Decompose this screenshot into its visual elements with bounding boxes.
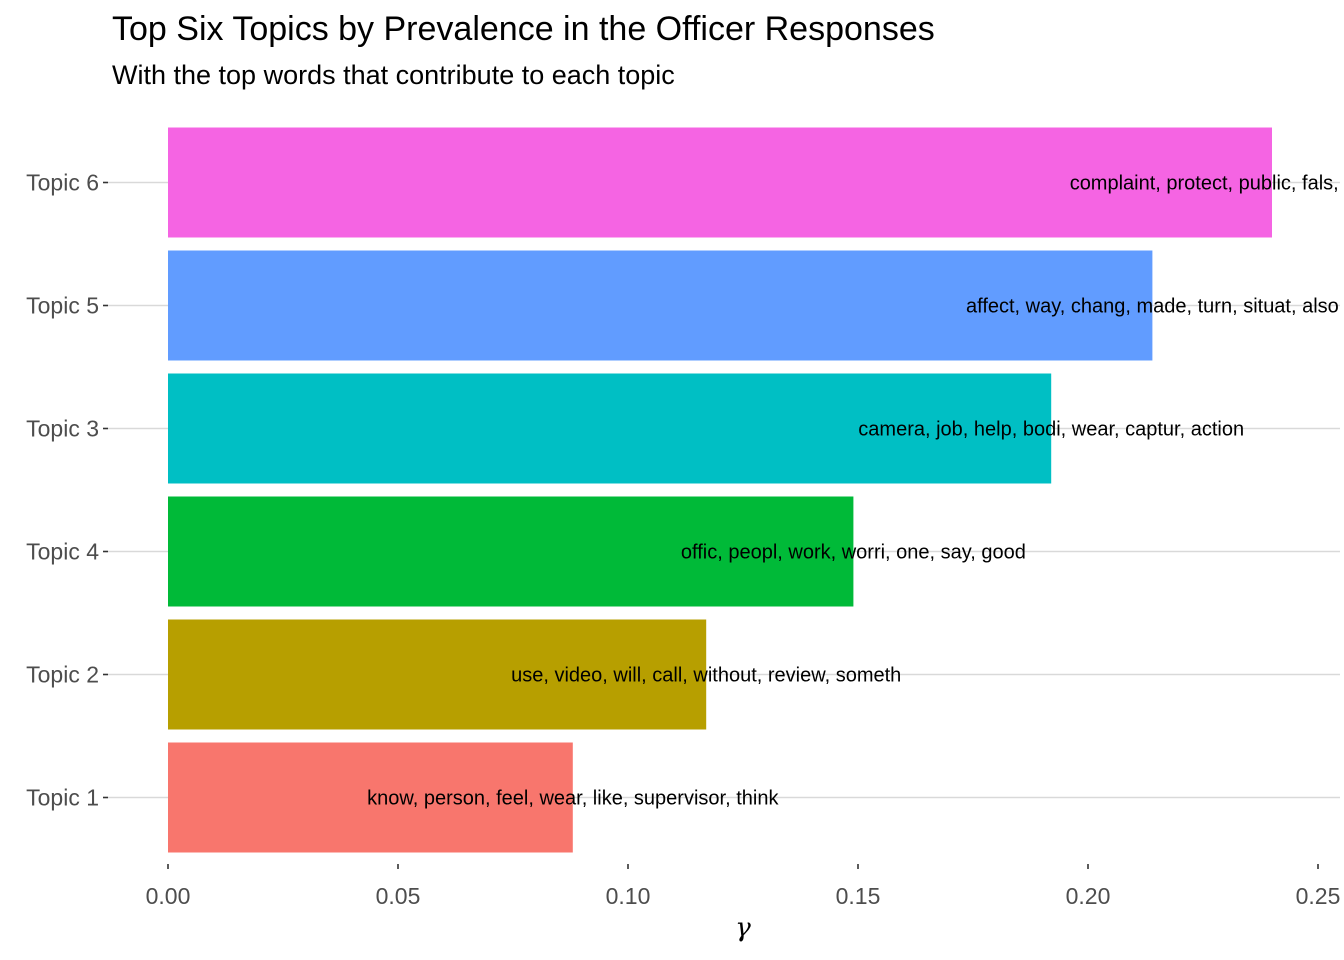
bar-label: use, video, will, call, without, review,… <box>511 665 901 687</box>
bar-label: know, person, feel, wear, like, supervis… <box>367 788 779 810</box>
bar-topic-1 <box>168 742 573 853</box>
bar-topic-5 <box>168 250 1153 361</box>
bar-label: offic, peopl, work, worri, one, say, goo… <box>681 542 1026 564</box>
x-tick-label: 0.25 <box>1296 883 1341 909</box>
x-tick-label: 0.00 <box>146 883 191 909</box>
chart-subtitle: With the top words that contribute to ea… <box>112 60 675 90</box>
y-tick-label: Topic 4 <box>26 539 99 565</box>
y-tick-label: Topic 3 <box>26 416 99 442</box>
bar-topic-4 <box>168 496 854 607</box>
bar-label: complaint, protect, public, fals, make, … <box>1070 173 1344 195</box>
bar-topic-6 <box>168 127 1272 238</box>
y-tick-label: Topic 5 <box>26 293 99 319</box>
y-tick-label: Topic 1 <box>26 785 99 811</box>
y-tick-label: Topic 2 <box>26 662 99 688</box>
x-tick-label: 0.10 <box>606 883 651 909</box>
x-tick-label: 0.05 <box>376 883 421 909</box>
bar-label: camera, job, help, bodi, wear, captur, a… <box>858 419 1244 441</box>
x-axis-title: γ <box>735 913 751 943</box>
bar-topic-3 <box>168 373 1052 484</box>
bar-topic-2 <box>168 619 707 730</box>
y-tick-label: Topic 6 <box>26 170 99 196</box>
bar-label: affect, way, chang, made, turn, situat, … <box>966 296 1339 318</box>
x-tick-label: 0.20 <box>1066 883 1111 909</box>
chart-title: Top Six Topics by Prevalence in the Offi… <box>112 10 935 48</box>
x-tick-label: 0.15 <box>836 883 881 909</box>
